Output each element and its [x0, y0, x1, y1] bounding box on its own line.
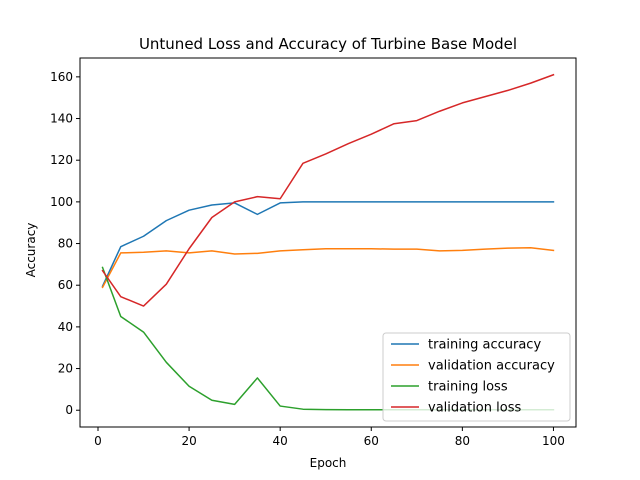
x-tick-label: 100 — [542, 434, 565, 448]
legend-label: validation accuracy — [428, 359, 555, 374]
series-line-validation-loss — [101, 73, 555, 307]
x-tick-label: 60 — [364, 434, 379, 448]
legend-label: validation loss — [428, 401, 521, 416]
legend-label: training loss — [428, 380, 508, 395]
chart-title: Untuned Loss and Accuracy of Turbine Bas… — [139, 35, 517, 53]
y-tick-label: 160 — [50, 70, 73, 84]
x-axis-label: Epoch — [310, 456, 347, 470]
x-tick-label: 20 — [181, 434, 196, 448]
y-axis: 0 20 40 60 80 100 120 140 160 — [50, 70, 80, 417]
y-tick-label: 20 — [58, 362, 73, 376]
y-tick-label: 80 — [58, 237, 73, 251]
x-axis: 0 20 40 60 80 100 — [94, 427, 565, 448]
y-tick-label: 40 — [58, 320, 73, 334]
legend-label: training accuracy — [428, 338, 541, 353]
y-tick-label: 140 — [50, 112, 73, 126]
y-axis-label: Accuracy — [24, 223, 38, 278]
axes-frame — [79, 57, 577, 428]
series-line-training-accuracy — [101, 201, 555, 288]
x-tick-label: 80 — [455, 434, 470, 448]
series-line-validation-accuracy — [101, 246, 555, 289]
y-tick-label: 100 — [50, 195, 73, 209]
x-tick-label: 0 — [94, 434, 102, 448]
x-tick-label: 40 — [273, 434, 288, 448]
y-tick-label: 120 — [50, 153, 73, 167]
legend-box — [382, 332, 571, 422]
y-tick-label: 0 — [65, 403, 73, 417]
y-tick-label: 60 — [58, 278, 73, 292]
legend: training accuracy validation accuracy trai… — [382, 332, 571, 422]
